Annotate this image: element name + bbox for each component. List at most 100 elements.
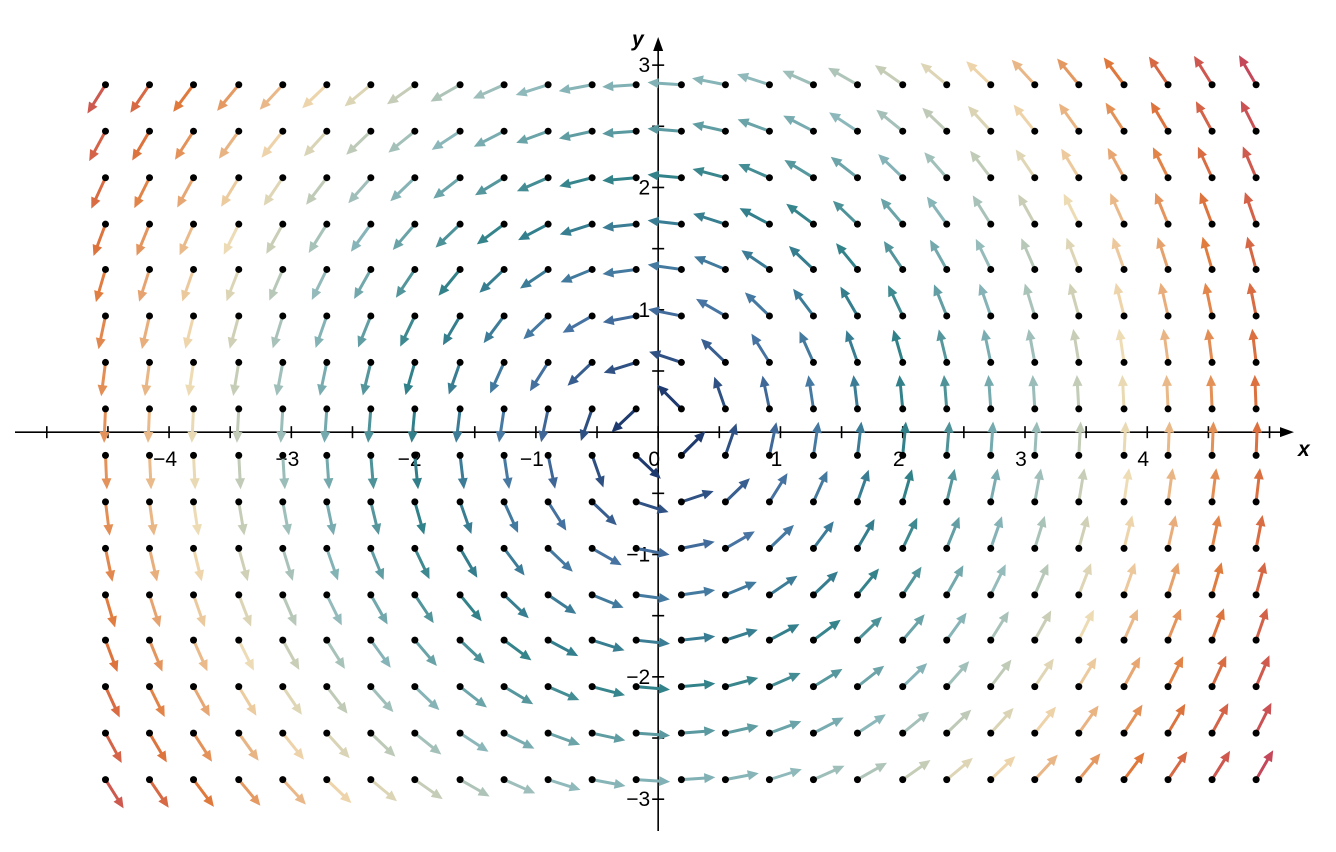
arrow: [325, 547, 340, 581]
arrow: [502, 501, 519, 533]
grid-point: [632, 729, 640, 737]
arrow: [636, 776, 671, 787]
grid-point: [1252, 220, 1260, 228]
arrow: [1154, 192, 1170, 225]
grid-point: [146, 729, 154, 737]
grid-point: [146, 498, 154, 506]
arrow: [325, 685, 348, 714]
grid-point: [765, 683, 773, 691]
y-tick-label: 3: [638, 54, 650, 77]
grid-point: [721, 776, 729, 784]
grid-point: [500, 174, 508, 182]
grid-point: [1252, 312, 1260, 320]
arrow: [1015, 149, 1036, 179]
arrow: [901, 711, 930, 735]
arrow: [192, 548, 204, 582]
grid-point: [544, 265, 552, 273]
arrow: [901, 566, 922, 596]
arrow: [1061, 148, 1081, 179]
arrow: [1059, 103, 1080, 133]
grid-point: [367, 174, 375, 182]
grid-point: [721, 312, 729, 320]
arrow: [302, 83, 328, 109]
arrow: [1077, 609, 1094, 641]
grid-point: [190, 636, 198, 644]
arrow: [435, 223, 462, 248]
x-tick-label: −3: [275, 448, 299, 471]
grid-point: [367, 127, 375, 135]
arrow: [603, 361, 637, 375]
grid-point: [1120, 729, 1128, 737]
arrow: [1028, 375, 1039, 409]
arrow: [516, 176, 549, 192]
arrow: [725, 723, 759, 735]
arrow: [590, 454, 605, 488]
arrow: [430, 83, 461, 102]
grid-point: [677, 498, 685, 506]
arrow: [830, 156, 859, 179]
arrow: [647, 261, 682, 272]
arrow: [856, 665, 885, 688]
arrow: [148, 594, 162, 628]
grid-point: [809, 451, 817, 459]
arrow: [558, 83, 593, 94]
grid-point: [101, 81, 109, 89]
grid-point: [411, 683, 419, 691]
grid-point: [588, 220, 596, 228]
arrow: [737, 72, 770, 87]
grid-point: [367, 405, 375, 413]
arrow: [786, 203, 815, 226]
grid-point: [1120, 498, 1128, 506]
arrow: [933, 284, 949, 317]
grid-point: [853, 729, 861, 737]
arrow: [148, 639, 163, 672]
arrow: [1245, 236, 1258, 270]
arrow: [725, 770, 759, 782]
grid-point: [235, 312, 243, 320]
arrow: [139, 315, 151, 350]
arrow: [855, 421, 866, 456]
grid-point: [987, 683, 995, 691]
arrow: [1210, 703, 1229, 734]
grid-point: [1208, 358, 1216, 366]
grid-point: [235, 358, 243, 366]
arrow: [395, 268, 417, 298]
grid-point: [721, 544, 729, 552]
grid-point: [899, 312, 907, 320]
arrow: [547, 685, 580, 701]
grid-point: [323, 312, 331, 320]
arrow: [192, 685, 210, 717]
grid-point: [456, 451, 464, 459]
arrow: [768, 524, 794, 550]
arrow: [692, 121, 726, 133]
grid-point: [367, 358, 375, 366]
grid-point: [1075, 683, 1083, 691]
arrow: [829, 112, 859, 133]
grid-point: [101, 729, 109, 737]
grid-point: [235, 498, 243, 506]
arrow: [311, 268, 329, 300]
arrow: [175, 130, 195, 160]
arrow: [1194, 55, 1214, 86]
grid-point: [588, 405, 596, 413]
arrow: [1152, 147, 1170, 179]
arrow: [602, 267, 637, 278]
grid-point: [1120, 220, 1128, 228]
grid-point: [765, 405, 773, 413]
arrow: [657, 384, 683, 410]
grid-point: [943, 591, 951, 599]
grid-point: [1031, 729, 1039, 737]
arrow: [1202, 282, 1214, 317]
arrow: [473, 83, 505, 99]
grid-point: [544, 544, 552, 552]
grid-point: [456, 776, 464, 784]
grid-point: [899, 451, 907, 459]
arrow: [1162, 375, 1172, 409]
arrow: [649, 350, 682, 364]
arrow: [369, 594, 388, 625]
arrow: [812, 717, 844, 735]
grid-point: [544, 729, 552, 737]
arrow: [476, 223, 505, 245]
grid-point: [456, 174, 464, 182]
grid-point: [279, 636, 287, 644]
